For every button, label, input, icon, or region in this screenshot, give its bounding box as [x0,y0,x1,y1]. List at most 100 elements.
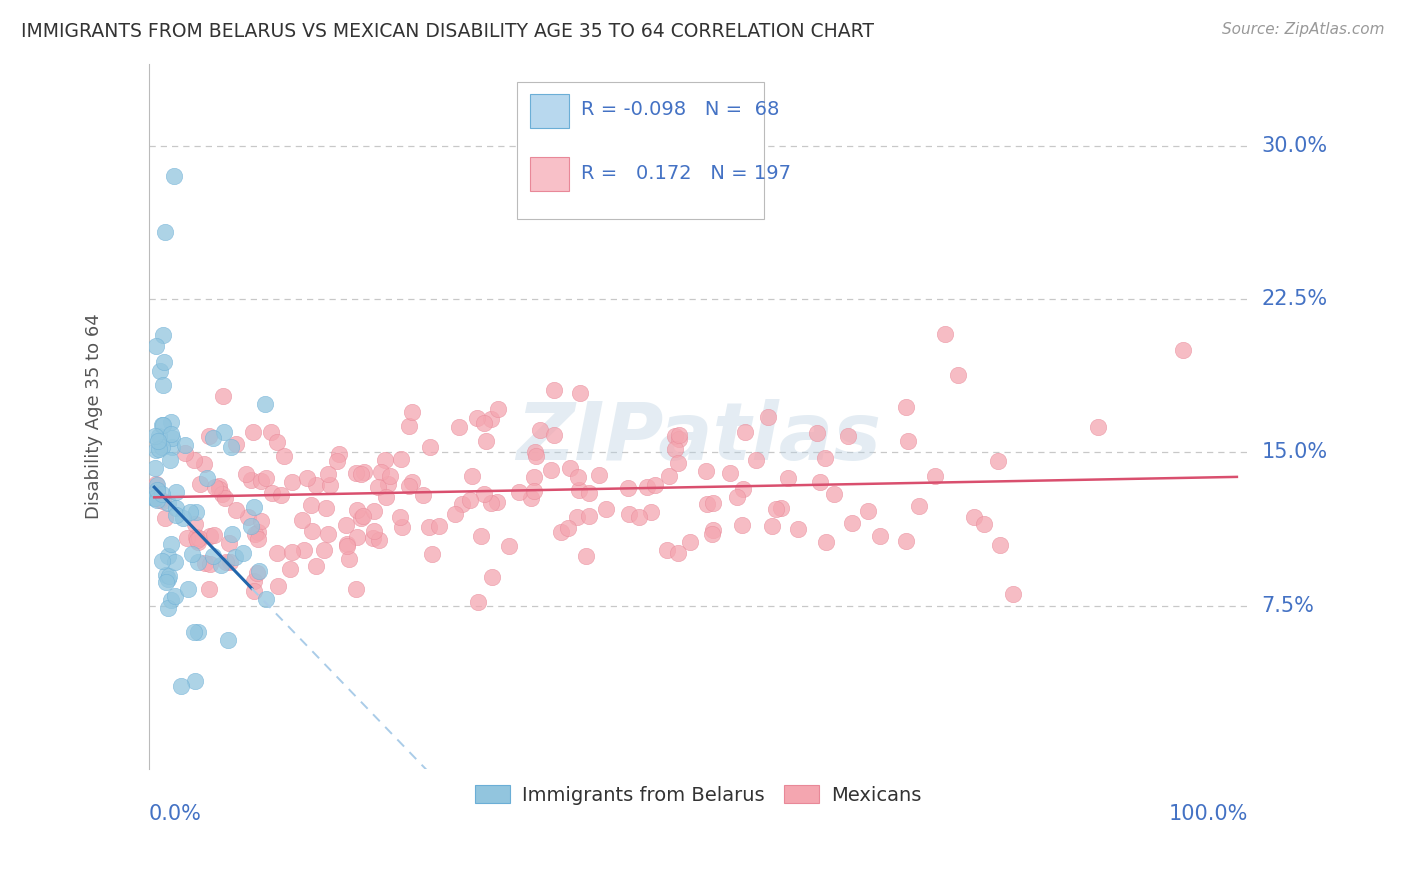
Point [761,519,783,533]
Point [291,513,314,527]
Point [184,516,207,531]
Point [301,524,323,538]
Point [160,440,183,454]
Point [235,467,257,481]
Point [165,484,187,499]
Text: Source: ZipAtlas.com: Source: ZipAtlas.com [1222,22,1385,37]
Point [143,491,166,505]
Point [183,452,205,467]
Text: IMMIGRANTS FROM BELARUS VS MEXICAN DISABILITY AGE 35 TO 64 CORRELATION CHART: IMMIGRANTS FROM BELARUS VS MEXICAN DISAB… [21,22,875,41]
Point [319,478,342,492]
Point [156,601,179,615]
Point [595,502,617,516]
Point [155,574,177,589]
Point [246,566,269,581]
Point [346,502,368,516]
Point [813,450,835,465]
Point [208,478,231,492]
Point [156,549,179,563]
Point [143,460,166,475]
Point [201,432,224,446]
Point [823,487,845,501]
Point [157,569,180,583]
Point [198,557,221,571]
Point [427,518,450,533]
Point [215,556,238,570]
Point [443,507,465,521]
Point [157,572,180,586]
Point [150,440,173,454]
Point [187,624,209,639]
Point [145,442,167,457]
Point [543,427,565,442]
Point [316,526,339,541]
Point [508,485,530,500]
Point [486,402,509,417]
Point [183,625,205,640]
Point [733,482,755,496]
Point [963,509,986,524]
Point [731,518,754,533]
Point [208,483,231,497]
Point [219,555,242,569]
Point [808,475,831,489]
Point [305,477,328,491]
Point [195,471,218,485]
Point [644,478,666,492]
Point [305,558,328,573]
Point [267,579,290,593]
Point [776,471,799,485]
Point [946,368,969,382]
Point [418,520,440,534]
Point [193,457,215,471]
Point [146,492,169,507]
Point [148,492,170,507]
Point [578,508,600,523]
Point [224,550,246,565]
Point [896,401,918,415]
Point [412,488,434,502]
Text: 7.5%: 7.5% [1261,596,1315,615]
Point [529,423,551,437]
Point [170,680,193,694]
Point [239,518,262,533]
Point [188,531,211,545]
Point [281,545,304,559]
Point [526,449,548,463]
Point [150,418,173,433]
Point [243,526,266,541]
Point [523,483,546,498]
Point [273,449,295,463]
Point [640,505,662,519]
Point [377,476,399,491]
Point [243,574,266,588]
Point [361,531,384,545]
Point [668,432,690,446]
Point [249,474,271,488]
Text: ZIPatlas: ZIPatlas [516,399,880,476]
Point [186,533,208,548]
Point [398,479,420,493]
Point [666,546,689,560]
Point [695,464,717,478]
Point [467,595,489,609]
Point [896,434,918,449]
Point [588,468,610,483]
Point [568,386,591,401]
Point [218,536,240,550]
Point [211,486,233,500]
Point [350,511,373,525]
Point [567,470,589,484]
Point [467,410,489,425]
Point [524,444,547,458]
Point [658,469,681,483]
Point [281,475,304,490]
Point [159,415,181,429]
Point [858,503,880,517]
Text: Disability Age 35 to 64: Disability Age 35 to 64 [84,314,103,519]
Point [668,428,690,442]
Point [664,429,686,443]
Text: 100.0%: 100.0% [1168,805,1247,824]
Point [336,537,359,551]
Point [636,480,658,494]
